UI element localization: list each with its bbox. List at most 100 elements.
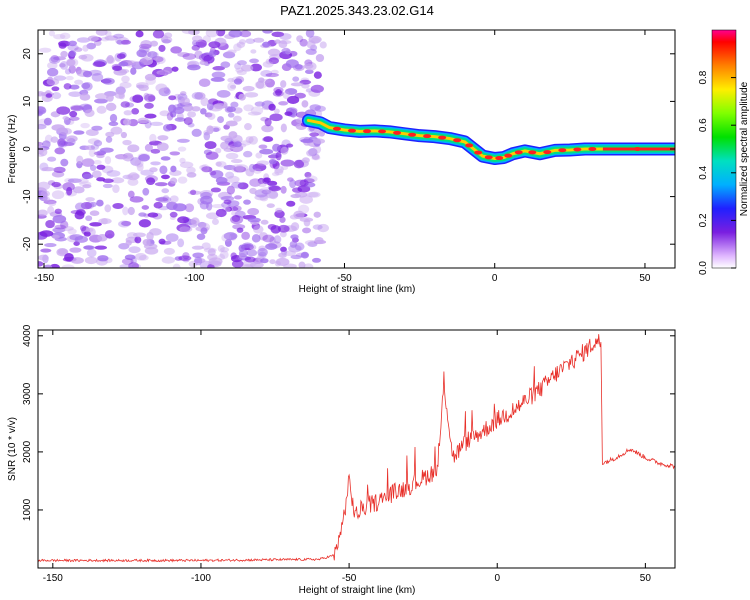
noise-blob bbox=[310, 84, 324, 93]
noise-blob bbox=[98, 218, 112, 225]
noise-blob bbox=[82, 44, 89, 52]
noise-blob bbox=[57, 138, 66, 147]
noise-blob bbox=[67, 228, 77, 235]
noise-blob bbox=[290, 82, 304, 87]
noise-blob bbox=[315, 53, 325, 63]
noise-blob bbox=[201, 163, 210, 173]
noise-blob bbox=[152, 30, 165, 39]
noise-blob bbox=[227, 77, 235, 83]
noise-blob bbox=[112, 202, 124, 209]
noise-blob bbox=[303, 63, 314, 69]
y-tick-label: 2000 bbox=[22, 440, 33, 463]
noise-blob bbox=[158, 44, 166, 52]
noise-blob bbox=[96, 150, 107, 155]
noise-blob bbox=[260, 258, 269, 264]
noise-blob bbox=[38, 209, 48, 217]
noise-blob bbox=[138, 154, 150, 162]
noise-blob bbox=[104, 30, 112, 37]
noise-blob bbox=[313, 211, 321, 218]
noise-blob bbox=[216, 161, 227, 168]
noise-blob bbox=[90, 201, 97, 208]
noise-blob bbox=[201, 242, 211, 250]
noise-blob bbox=[67, 44, 79, 51]
noise-blob bbox=[65, 75, 74, 81]
noise-blob bbox=[191, 35, 203, 43]
noise-blob bbox=[147, 95, 156, 102]
noise-blob bbox=[201, 166, 213, 173]
noise-blob bbox=[163, 247, 175, 255]
noise-blob bbox=[96, 199, 104, 207]
noise-blob bbox=[138, 84, 149, 92]
noise-blob bbox=[223, 164, 236, 171]
noise-blob bbox=[193, 257, 206, 264]
noise-blob bbox=[211, 218, 219, 226]
ridge-peak bbox=[495, 156, 504, 161]
noise-blob bbox=[183, 104, 194, 112]
noise-blob bbox=[275, 257, 290, 266]
noise-blob bbox=[262, 41, 271, 48]
noise-blob bbox=[203, 247, 217, 253]
noise-blob bbox=[314, 237, 324, 244]
noise-blob bbox=[236, 227, 244, 233]
noise-blob bbox=[79, 93, 91, 101]
noise-blob bbox=[270, 225, 281, 234]
noise-blob bbox=[271, 172, 280, 177]
spectrogram-y-axis: -20 -10 0 10 20 bbox=[22, 48, 675, 251]
noise-blob bbox=[116, 39, 123, 45]
noise-blob bbox=[237, 182, 249, 190]
noise-blob bbox=[244, 256, 256, 263]
noise-blob bbox=[53, 33, 66, 40]
noise-blob bbox=[63, 83, 72, 90]
noise-blob bbox=[161, 188, 170, 194]
noise-blob bbox=[302, 227, 312, 234]
noise-blob bbox=[232, 223, 246, 230]
noise-blob bbox=[119, 264, 134, 268]
noise-blob bbox=[285, 88, 298, 95]
noise-blob bbox=[204, 112, 213, 118]
noise-blob bbox=[244, 123, 252, 131]
noise-blob bbox=[131, 108, 140, 115]
noise-blob bbox=[284, 250, 296, 257]
noise-blob bbox=[57, 248, 68, 255]
noise-blob bbox=[96, 105, 107, 114]
noise-blob bbox=[250, 49, 257, 54]
noise-blob bbox=[306, 149, 316, 157]
noise-blob bbox=[204, 141, 217, 150]
noise-blob bbox=[116, 53, 126, 60]
ridge-peak bbox=[423, 134, 432, 139]
noise-blob bbox=[134, 252, 147, 261]
noise-blob bbox=[67, 178, 82, 183]
noise-blob bbox=[144, 93, 156, 103]
noise-blob bbox=[108, 121, 119, 127]
noise-blob bbox=[147, 51, 158, 59]
noise-blob bbox=[48, 30, 56, 37]
noise-blob bbox=[127, 190, 135, 198]
noise-blob bbox=[200, 227, 208, 235]
ridge-peak bbox=[453, 138, 462, 143]
noise-blob bbox=[230, 252, 237, 260]
noise-blob bbox=[269, 259, 276, 265]
noise-blob bbox=[84, 256, 98, 265]
noise-blob bbox=[191, 106, 201, 112]
noise-blob bbox=[294, 92, 306, 99]
noise-blob bbox=[82, 70, 93, 78]
noise-blob bbox=[59, 32, 71, 40]
noise-blob bbox=[312, 138, 326, 145]
noise-blob bbox=[128, 246, 141, 254]
noise-blob bbox=[200, 97, 209, 107]
noise-blob bbox=[306, 40, 316, 49]
colorbar: 0.0 0.2 0.4 0.6 0.8 Normalized spectral ampl… bbox=[698, 29, 750, 275]
noise-blob bbox=[127, 172, 140, 181]
noise-blob bbox=[53, 166, 66, 173]
noise-blob bbox=[279, 33, 292, 40]
colorbar-tick-label: 0.4 bbox=[698, 165, 709, 179]
signal-ridge bbox=[301, 113, 675, 166]
noise-blob bbox=[221, 233, 232, 242]
ridge-peak bbox=[347, 128, 356, 133]
noise-blob bbox=[83, 231, 91, 237]
noise-blob bbox=[52, 227, 66, 233]
noise-blob bbox=[110, 126, 123, 135]
x-tick-label: 0 bbox=[494, 573, 500, 584]
ridge-peak bbox=[573, 147, 582, 152]
noise-blob bbox=[285, 59, 299, 68]
